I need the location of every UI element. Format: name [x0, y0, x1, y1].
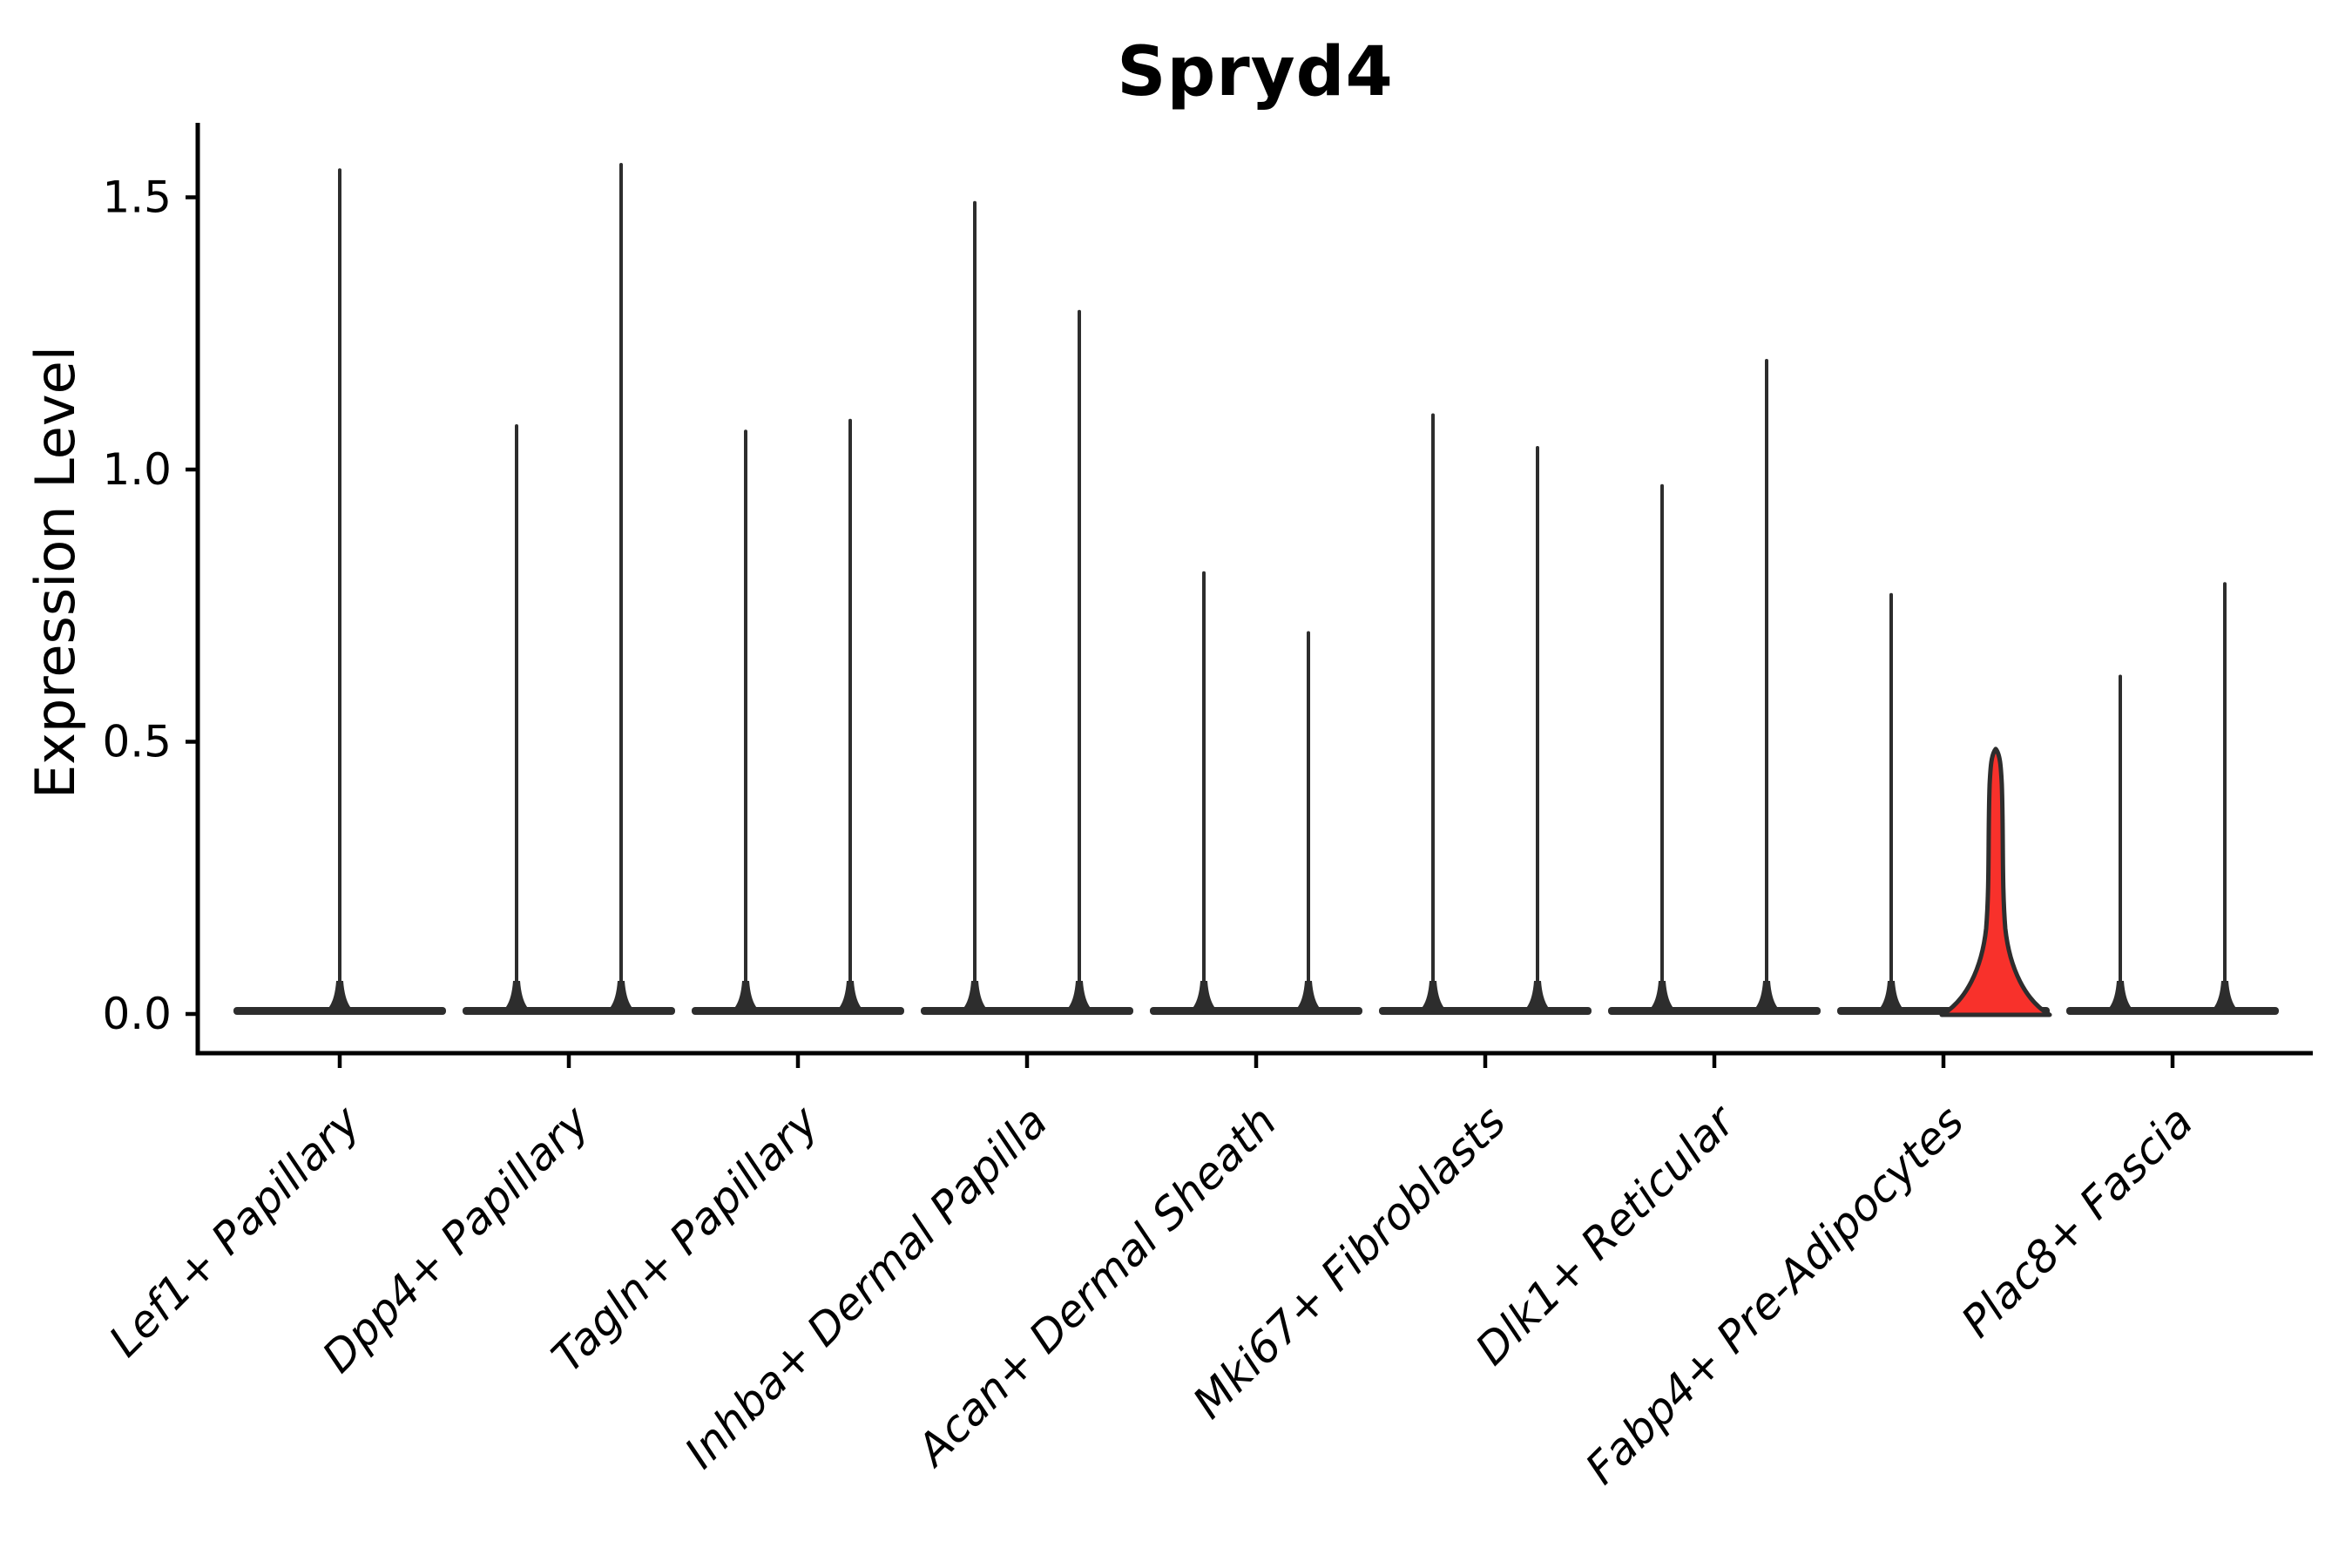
y-tick-label: 0.5	[102, 717, 172, 767]
x-tick-label: Inhba+ Dermal Papilla	[675, 1096, 1057, 1477]
violin-baseline	[921, 1007, 1133, 1015]
y-tick-label: 1.0	[102, 444, 172, 495]
violin-baseline	[1150, 1007, 1362, 1015]
x-tick-label: Lef1+ Papillary	[99, 1095, 370, 1366]
x-tick-label: Plac8+ Fascia	[1952, 1096, 2203, 1347]
y-tick-label: 1.5	[102, 172, 172, 223]
violin-baseline	[692, 1007, 904, 1015]
y-tick-label: 0.0	[102, 989, 172, 1039]
violin-baseline	[2066, 1007, 2279, 1015]
violin-baseline	[1608, 1007, 1821, 1015]
chart-title: Spryd4	[1117, 33, 1394, 112]
violin-baseline	[1379, 1007, 1592, 1015]
violin-baseline	[463, 1007, 675, 1015]
x-tick-label: Fabp4+ Pre-Adipocytes	[1576, 1096, 1974, 1494]
x-tick-label: Acan+ Dermal Sheath	[906, 1096, 1287, 1477]
violin-highlight	[1939, 747, 2052, 1017]
